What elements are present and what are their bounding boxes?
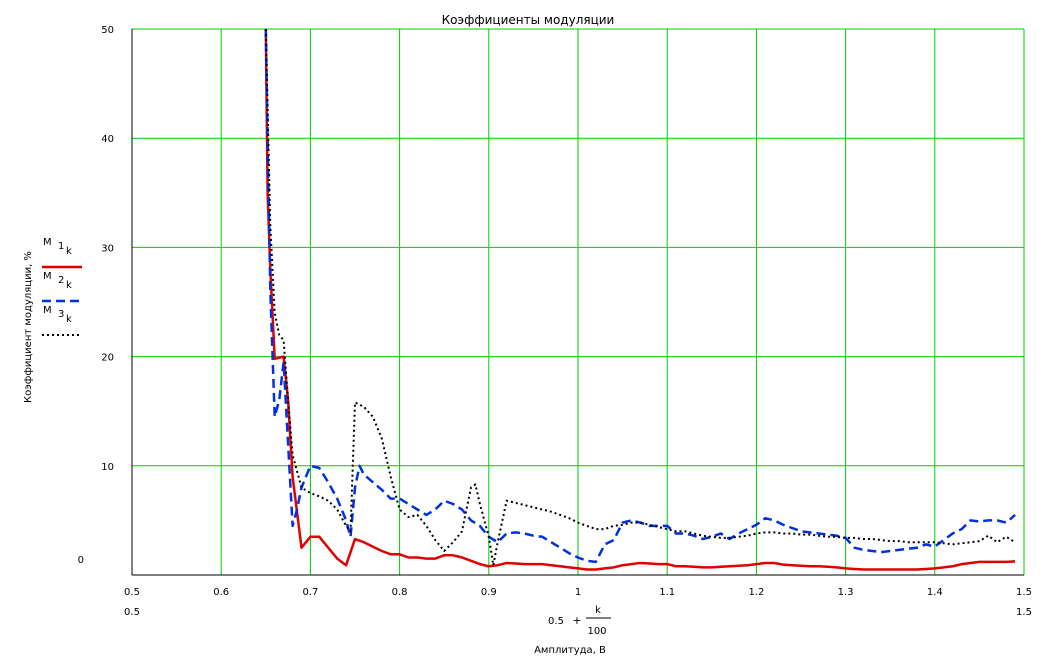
y-tick-label: 20: [101, 353, 114, 364]
x-tick-label: 0.8: [392, 587, 408, 598]
x-tick-label: 1.4: [927, 587, 943, 598]
series-line-3: [264, 28, 1016, 567]
y-tick-label: 0: [78, 555, 84, 566]
legend: M 1 kM 2 kM 3 k: [42, 237, 82, 336]
x-tick-label: 1.2: [748, 587, 764, 598]
x-tick-label: 1.5: [1016, 587, 1032, 598]
x-expr-plus: +: [572, 614, 581, 627]
y-tick-labels: 0 10 20 30 40 50: [78, 25, 114, 566]
series-lines: [264, 28, 1016, 571]
legend-subscript-index: 3: [58, 309, 64, 320]
grid: [131, 28, 1025, 576]
x-tick-label: 1: [575, 587, 581, 598]
series-line-1: [264, 28, 1016, 571]
x-tick-labels: 0.5 0.6 0.7 0.8 0.9 1 1.1 1.2 1.3 1.4 1.5: [124, 587, 1032, 598]
legend-subscript-k: k: [66, 314, 72, 325]
x-tick-label: 1.3: [838, 587, 854, 598]
x-range-min-label: 0.5: [124, 607, 140, 618]
x-tick-label: 0.6: [213, 587, 229, 598]
x-tick-label: 1.1: [659, 587, 675, 598]
x-tick-label: 0.5: [124, 587, 140, 598]
y-tick-label: 10: [101, 462, 114, 473]
legend-subscript-k: k: [66, 246, 72, 257]
x-expr-base: 0.5: [548, 616, 564, 627]
x-expr-denominator: 100: [587, 626, 606, 637]
x-expr-numerator: k: [595, 605, 601, 616]
chart-title: Коэффициенты модуляции: [442, 13, 615, 27]
x-tick-label: 0.9: [481, 587, 497, 598]
legend-subscript-index: 2: [58, 275, 64, 286]
series-line-2: [264, 28, 1016, 564]
x-axis-label: Амплитуда, В: [534, 645, 606, 656]
y-axis-label: Коэффициент модуляции, %: [23, 251, 34, 403]
legend-subscript-index: 1: [58, 241, 64, 252]
legend-label-m: M: [43, 271, 52, 282]
x-expression: 0.5 + k 100: [548, 605, 611, 637]
legend-subscript-k: k: [66, 280, 72, 291]
legend-label-m: M: [43, 305, 52, 316]
x-tick-label: 0.7: [302, 587, 318, 598]
y-tick-label: 50: [101, 25, 114, 36]
y-tick-label: 40: [101, 134, 114, 145]
legend-label-m: M: [43, 237, 52, 248]
x-range-max-label: 1.5: [1016, 607, 1032, 618]
y-tick-label: 30: [101, 243, 114, 254]
